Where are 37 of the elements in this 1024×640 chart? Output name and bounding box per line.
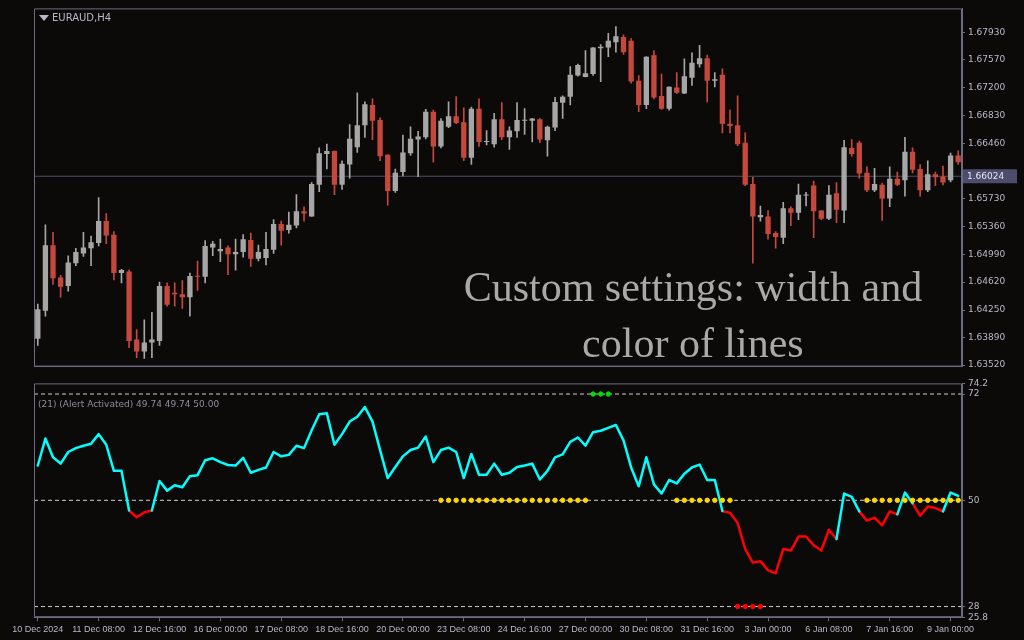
y-tick-label: 1.64250 — [968, 304, 1006, 315]
x-tick-label: 18 Dec 16:00 — [315, 624, 369, 635]
x-tick-label: 23 Dec 08:00 — [437, 624, 491, 635]
x-tick-label: 12 Dec 16:00 — [132, 624, 187, 635]
x-tick-label: 17 Dec 08:00 — [254, 624, 308, 635]
x-tick-label: 3 Jan 00:00 — [744, 624, 792, 635]
x-tick-label: 10 Dec 2024 — [12, 624, 64, 635]
x-tick-label: 30 Dec 08:00 — [619, 624, 674, 635]
annotation: Custom settings: width and color of lines — [463, 263, 923, 366]
x-tick-label: 16 Dec 00:00 — [193, 624, 248, 635]
y-tick-label: 25.8 — [968, 611, 989, 622]
y-tick-label: 1.67930 — [968, 26, 1006, 37]
x-tick-label: 20 Dec 00:00 — [376, 624, 430, 635]
y-tick-label: 1.67200 — [968, 81, 1006, 92]
y-tick-label: 1.67570 — [968, 54, 1006, 65]
y-tick-label: 1.65730 — [968, 192, 1006, 203]
y-tick-label: 50 — [968, 494, 980, 505]
y-tick-label: 1.63520 — [968, 359, 1006, 370]
y-tick-label: 1.65360 — [968, 220, 1006, 231]
y-tick-label: 1.64990 — [968, 248, 1006, 259]
x-tick-label: 11 Dec 08:00 — [72, 624, 126, 635]
y-tick-label: 74.2 — [968, 377, 989, 388]
y-tick-label: 72 — [968, 388, 980, 399]
y-tick-label: 28 — [968, 600, 980, 611]
x-tick-label: 6 Jan 08:00 — [805, 624, 853, 635]
x-tick-label: 7 Jan 16:00 — [866, 624, 914, 635]
y-tick-label: 1.66460 — [968, 137, 1006, 148]
y-tick-label: 1.64620 — [968, 276, 1006, 287]
ref-line-label: 1.66024 — [967, 170, 1005, 181]
x-tick-label: 9 Jan 00:00 — [927, 624, 975, 635]
text: (21) (Alert Activated) 49.74 49.74 50.00 — [38, 398, 220, 409]
x-tick-label: 27 Dec 00:00 — [558, 624, 613, 635]
chart-title: EURAUD,H4 — [52, 11, 112, 23]
x-tick-label: 31 Dec 16:00 — [680, 624, 734, 635]
y-tick-label: 1.66830 — [968, 109, 1006, 120]
y-tick-label: 1.63890 — [968, 331, 1006, 342]
x-tick-label: 24 Dec 16:00 — [497, 624, 552, 635]
